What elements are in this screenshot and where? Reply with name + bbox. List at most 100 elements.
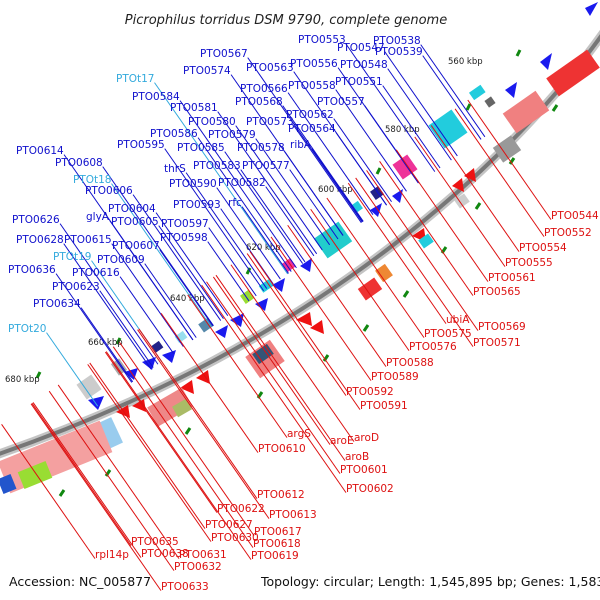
- gene-label-forward[interactable]: PTO0607: [112, 240, 160, 252]
- gene-label-forward[interactable]: PTO0608: [55, 157, 103, 169]
- gene-label-reverse[interactable]: PTO0554: [519, 242, 567, 254]
- gene-label-reverse[interactable]: PTO0569: [478, 321, 526, 333]
- gene-label-forward[interactable]: PTO0586: [150, 128, 198, 140]
- gene-label-forward[interactable]: thrS: [164, 163, 186, 175]
- gene-label-forward[interactable]: PTO0593: [173, 199, 221, 211]
- leader-line: [164, 148, 265, 292]
- gene-label-forward[interactable]: ribA: [290, 139, 312, 151]
- gene-label-forward[interactable]: PTO0553: [298, 34, 346, 46]
- gene-label-trna[interactable]: PTOt18: [73, 174, 112, 186]
- tick-label: 640 kbp: [170, 294, 205, 304]
- gene-label-reverse[interactable]: PTO0561: [488, 272, 536, 284]
- gene-label-forward[interactable]: PTO0538: [373, 35, 421, 47]
- gene-label-forward[interactable]: PTO0579: [208, 129, 256, 141]
- gene-label-forward[interactable]: PTO0604: [108, 203, 156, 215]
- gene-label-reverse[interactable]: PTO0576: [409, 341, 457, 353]
- gene-label-reverse[interactable]: PTO0630: [211, 532, 259, 544]
- gene-label-forward[interactable]: PTO0606: [85, 185, 133, 197]
- leader-line: [347, 182, 447, 324]
- leader-line: [80, 307, 134, 383]
- gene-label-forward[interactable]: PTO0628: [16, 234, 64, 246]
- gene-label-forward[interactable]: PTO0564: [288, 123, 336, 135]
- gene-label-forward[interactable]: PTO0605: [111, 216, 159, 228]
- gene-label-reverse[interactable]: PTO0571: [473, 337, 521, 349]
- gene-label-reverse[interactable]: aroE: [330, 435, 354, 447]
- gene-label-reverse[interactable]: PTO0635: [131, 536, 179, 548]
- gene-label-reverse[interactable]: PTO0610: [258, 443, 306, 455]
- gene-label-reverse[interactable]: PTO0618: [253, 538, 301, 550]
- gene-label-reverse[interactable]: PTO0592: [346, 386, 394, 398]
- gene-label-forward[interactable]: PTO0547: [337, 42, 385, 54]
- gene-label-trna[interactable]: PTOt20: [8, 323, 47, 335]
- leader-line: [224, 151, 304, 264]
- gene-label-forward[interactable]: PTO0614: [16, 145, 64, 157]
- gene-label-forward[interactable]: PTO0582: [218, 177, 266, 189]
- gene-label-forward[interactable]: PTO0597: [161, 218, 209, 230]
- leader-line: [217, 111, 318, 255]
- gene-label-reverse[interactable]: PTO0601: [340, 464, 388, 476]
- gene-label-reverse[interactable]: aroD: [354, 432, 379, 444]
- gene-label-forward[interactable]: PTO0548: [340, 59, 388, 71]
- gene-label-forward[interactable]: PTO0580: [188, 116, 236, 128]
- gene-label-reverse[interactable]: PTO0612: [257, 489, 305, 501]
- gene-label-reverse[interactable]: PTO0544: [551, 210, 599, 222]
- gene-label-forward[interactable]: PTO0551: [335, 76, 383, 88]
- gene-label-forward[interactable]: PTO0584: [132, 91, 180, 103]
- gene-label-forward[interactable]: PTO0566: [240, 83, 288, 95]
- gene-label-reverse[interactable]: PTO0617: [254, 526, 302, 538]
- leader-line: [32, 402, 142, 558]
- gene-label-reverse[interactable]: PTO0631: [179, 549, 227, 561]
- gene-label-forward[interactable]: PTO0563: [246, 62, 294, 74]
- gene-label-forward[interactable]: PTO0590: [169, 178, 217, 190]
- gene-label-forward[interactable]: PTO0626: [12, 214, 60, 226]
- gene-label-forward[interactable]: PTO0577: [242, 160, 290, 172]
- gene-label-forward[interactable]: rfc: [228, 197, 242, 209]
- gene-label-forward[interactable]: PTO0556: [290, 58, 338, 70]
- gene-label-reverse[interactable]: aroB: [345, 451, 369, 463]
- gene-label-reverse[interactable]: PTO0591: [360, 400, 408, 412]
- gene-label-forward[interactable]: PTO0573: [246, 116, 294, 128]
- gene-label-reverse[interactable]: PTO0627: [205, 519, 253, 531]
- gene-label-forward[interactable]: PTO0558: [288, 80, 336, 92]
- gene-label-reverse[interactable]: PTO0633: [161, 581, 209, 593]
- gene-label-forward[interactable]: PTO0609: [97, 254, 145, 266]
- gene-label-reverse[interactable]: PTO0622: [217, 503, 265, 515]
- gene-label-forward[interactable]: PTO0578: [237, 142, 285, 154]
- gene-label-reverse[interactable]: PTO0632: [174, 561, 222, 573]
- gene-label-forward[interactable]: PTO0615: [64, 234, 112, 246]
- gene-label-forward[interactable]: PTO0539: [375, 46, 423, 58]
- gene-label-forward[interactable]: PTO0585: [177, 142, 225, 154]
- gene-label-forward[interactable]: PTO0583: [193, 160, 241, 172]
- gene-label-forward[interactable]: PTO0634: [33, 298, 81, 310]
- gene-label-reverse[interactable]: PTO0619: [251, 550, 299, 562]
- gene-label-forward[interactable]: PTO0598: [160, 232, 208, 244]
- gene-label-trna[interactable]: PTOt17: [116, 73, 155, 85]
- leader-line: [420, 44, 486, 138]
- gene-label-reverse[interactable]: ubiA: [446, 314, 470, 326]
- gene-label-reverse[interactable]: PTO0602: [346, 483, 394, 495]
- gene-label-forward[interactable]: glyA: [86, 211, 110, 223]
- gene-label-reverse[interactable]: argS: [287, 428, 311, 440]
- gene-label-reverse[interactable]: rpl14p: [95, 549, 129, 561]
- gene-label-forward[interactable]: PTO0568: [235, 96, 283, 108]
- leader-line: [102, 166, 214, 326]
- gene-label-reverse[interactable]: PTO0588: [386, 357, 434, 369]
- leader-line: [185, 172, 268, 289]
- gene-label-forward[interactable]: PTO0567: [200, 48, 248, 60]
- gene-label-reverse[interactable]: PTO0552: [544, 227, 592, 239]
- gene-label-reverse[interactable]: PTO0613: [269, 509, 317, 521]
- gene-label-forward[interactable]: PTO0562: [286, 109, 334, 121]
- gene-label-reverse[interactable]: PTO0565: [473, 286, 521, 298]
- gene-label-trna[interactable]: PTOt19: [53, 251, 92, 263]
- gene-label-forward[interactable]: PTO0623: [52, 281, 100, 293]
- gene-label-forward[interactable]: PTO0574: [183, 65, 231, 77]
- gene-label-reverse[interactable]: PTO0589: [371, 371, 419, 383]
- gene-label-reverse[interactable]: PTO0555: [505, 257, 553, 269]
- gene-label-forward[interactable]: PTO0557: [317, 96, 365, 108]
- gene-label-reverse[interactable]: PTO0575: [424, 328, 472, 340]
- gene-label-forward[interactable]: PTO0616: [72, 267, 120, 279]
- gene-label-forward[interactable]: PTO0581: [170, 102, 218, 114]
- gene-label-reverse[interactable]: PTO0638: [141, 548, 189, 560]
- gene-label-forward[interactable]: PTO0595: [117, 139, 165, 151]
- gene-label-forward[interactable]: PTO0636: [8, 264, 56, 276]
